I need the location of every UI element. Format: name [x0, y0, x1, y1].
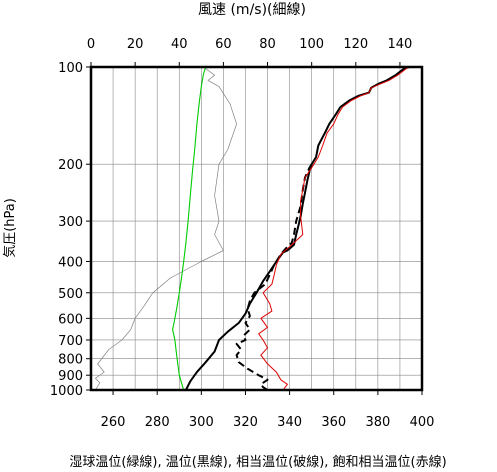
series-wind-speed [95, 66, 237, 391]
series-potential-temperature [185, 66, 410, 391]
tick-group: 0 20 40 60 80 100 120 140 260 280 300 320 340 360 380 4… [50, 37, 435, 430]
y-tick-label: 200 [58, 158, 83, 173]
y-tick-label: 900 [58, 369, 83, 384]
top-tick-label: 80 [259, 37, 276, 52]
y-tick-label: 1000 [50, 384, 83, 399]
bottom-tick-label: 320 [233, 415, 258, 430]
bottom-tick-label: 400 [410, 415, 435, 430]
bottom-tick-label: 360 [321, 415, 346, 430]
plot-frame [89, 65, 424, 392]
top-tick-label: 100 [299, 37, 324, 52]
series-wet-bulb-potential-temperature [172, 66, 207, 391]
y-tick-label: 800 [58, 353, 83, 368]
bottom-tick-label: 280 [145, 415, 170, 430]
top-tick-label: 20 [127, 37, 144, 52]
y-tick-label: 400 [58, 255, 83, 270]
top-tick-label: 60 [215, 37, 232, 52]
grid [90, 66, 423, 391]
bottom-tick-label: 340 [277, 415, 302, 430]
top-tick-label: 120 [343, 37, 368, 52]
series-saturated-equivalent-potential-temperature [258, 66, 412, 391]
y-tick-label: 500 [58, 287, 83, 302]
y-tick-label: 300 [58, 215, 83, 230]
bottom-tick-label: 380 [365, 415, 390, 430]
y-tick-label: 700 [58, 334, 83, 349]
series-group [95, 66, 412, 391]
top-tick-label: 0 [87, 37, 95, 52]
top-tick-label: 40 [171, 37, 188, 52]
y-axis-title: 気圧(hPa) [2, 198, 18, 258]
bottom-tick-label: 300 [189, 415, 214, 430]
y-tick-label: 100 [58, 61, 83, 76]
bottom-tick-label: 260 [101, 415, 126, 430]
top-axis-title: 風速 (m/s)(細線) [198, 2, 306, 18]
series-equivalent-potential-temperature [235, 163, 313, 391]
top-tick-label: 140 [388, 37, 413, 52]
chart-caption: 湿球温位(緑線), 温位(黒線), 相当温位(破線), 飽和相当温位(赤線) [69, 454, 446, 470]
y-tick-label: 600 [58, 312, 83, 327]
